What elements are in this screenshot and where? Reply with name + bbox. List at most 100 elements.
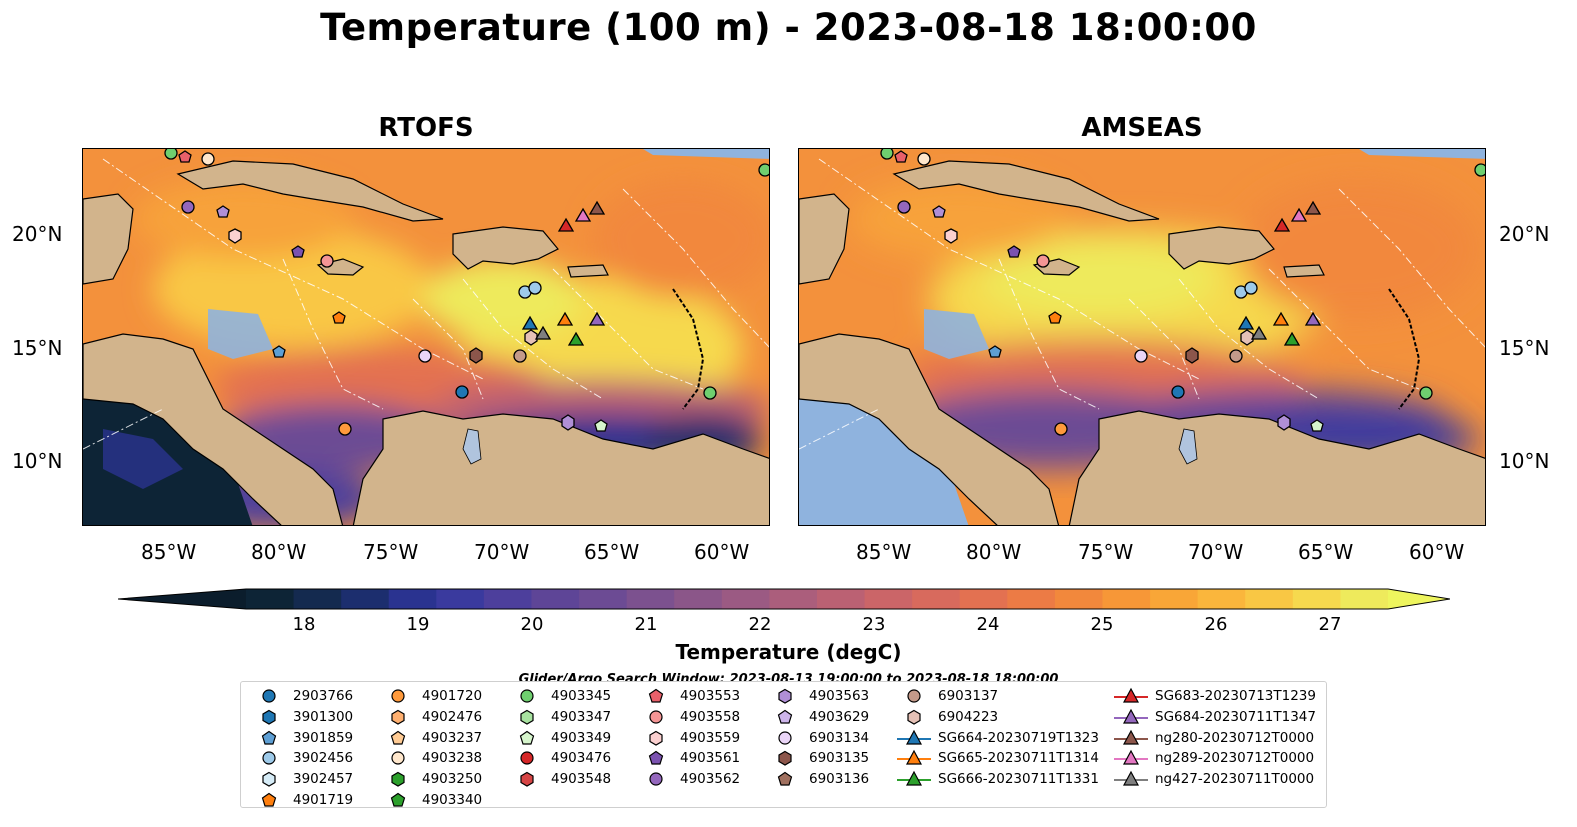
lat-label-right-20: 20°N [1499, 222, 1550, 246]
colorbar-segment [341, 589, 390, 609]
colorbar-segment [674, 589, 723, 609]
legend-item: 4903345 [509, 686, 611, 707]
legend-item: SG665-20230711T1314 [896, 748, 1099, 769]
hexagon-marker-icon [649, 730, 663, 746]
legend-item-label: SG666-20230711T1331 [938, 771, 1099, 788]
hexagon-marker-icon [778, 689, 792, 705]
legend-item: 4903347 [509, 707, 611, 728]
legend-item-label: SG665-20230711T1314 [938, 750, 1099, 767]
colorbar-segment [1102, 589, 1151, 609]
legend-item-label: 4901719 [293, 791, 354, 808]
lat-label-left-20: 20°N [12, 222, 63, 246]
lon-label-right-80: 80°W [966, 540, 1022, 564]
legend-item: 4903349 [509, 727, 611, 748]
pentagon-marker-icon [519, 730, 535, 745]
legend-column: 4903563 4903629 6903134 6903135 6903136 [767, 686, 869, 789]
colorbar-segment [388, 589, 437, 609]
lon-label-left-60: 60°W [694, 540, 750, 564]
pentagon-marker-icon [390, 730, 406, 745]
legend-item-label: 4903349 [551, 729, 612, 746]
legend-column: 4903345 4903347 4903349 4903476 4903548 [509, 686, 611, 789]
legend-item-label: 3902456 [293, 750, 354, 767]
legend-column: 4903553 4903558 4903559 4903561 4903562 [638, 686, 740, 789]
legend-item-label: 6903136 [809, 771, 870, 788]
legend-item-label: 4903345 [551, 688, 612, 705]
colorbar-segment [1340, 589, 1389, 609]
legend-item: 4903559 [638, 727, 740, 748]
legend-note: Glider/Argo Search Window: 2023-08-13 19… [518, 672, 1059, 683]
legend-item-label: 4903237 [422, 729, 483, 746]
legend-item: ng280-20230712T0000 [1113, 727, 1316, 748]
colorbar-segment [1054, 589, 1104, 609]
legend-item-label: 6904223 [938, 709, 999, 726]
colorbar-segment [293, 589, 342, 609]
legend-column: 6903137 6904223 SG664-20230719T1323 SG665-2… [896, 686, 1099, 789]
legend-item-label: SG684-20230711T1347 [1155, 709, 1316, 726]
circle-marker-icon [262, 689, 276, 703]
rtofs-map [82, 148, 770, 526]
legend-item-label: 4903347 [551, 709, 612, 726]
colorbar-segment [436, 589, 485, 609]
legend-column: SG683-20230713T1239 SG684-20230711T1347 ng… [1113, 686, 1316, 789]
colorbar-segment [579, 589, 628, 609]
colorbar-extend-low [118, 589, 246, 609]
legend-item-label: 4903250 [422, 771, 483, 788]
colorbar-tick-label: 22 [748, 614, 772, 635]
lon-label-right-60: 60°W [1409, 540, 1465, 564]
panel-title-amseas: AMSEAS [1081, 113, 1203, 143]
legend-item-label: 6903135 [809, 750, 870, 767]
legend-item-label: 4903559 [680, 729, 741, 746]
legend-item: 4903562 [638, 769, 740, 790]
pentagon-marker-icon [648, 689, 664, 703]
legend-item-label: 4901720 [422, 688, 483, 705]
colorbar-segment [531, 589, 580, 609]
legend-item: 4901720 [380, 686, 482, 707]
circle-marker-icon [649, 772, 663, 786]
hexagon-marker-icon [262, 709, 276, 725]
legend-item-label: 4903238 [422, 750, 483, 767]
lon-label-left-80: 80°W [251, 540, 307, 564]
legend-item: 4901719 [251, 789, 353, 810]
circle-marker-icon [778, 731, 792, 745]
colorbar-segment [1150, 589, 1199, 609]
legend-item-label: 4903558 [680, 709, 741, 726]
legend-item: 4903250 [380, 769, 482, 790]
colorbar-tick-label: 18 [292, 614, 316, 635]
legend-item-label: 3901300 [293, 709, 354, 726]
legend-item-label: ng427-20230711T0000 [1155, 771, 1315, 788]
legend-item-label: 4903548 [551, 771, 612, 788]
colorbar-segment [626, 589, 675, 609]
legend-item: 6903137 [896, 686, 1099, 707]
legend-item: 2903766 [251, 686, 353, 707]
colorbar-segment [864, 589, 913, 609]
colorbar-segment [817, 589, 866, 609]
legend-item: 3902457 [251, 769, 353, 790]
legend-item: 3902456 [251, 748, 353, 769]
colorbar-segment [1197, 589, 1246, 609]
legend: 2903766 3901300 3901859 3902456 3902457 49017… [240, 681, 1327, 808]
circle-marker-icon [520, 751, 534, 766]
colorbar-segment [1245, 589, 1294, 609]
lat-label-right-15: 15°N [1499, 336, 1550, 360]
legend-item: SG666-20230711T1331 [896, 769, 1099, 790]
colorbar-label: Temperature (degC) [675, 640, 902, 664]
pentagon-marker-icon [777, 771, 793, 786]
pentagon-marker-icon [261, 792, 277, 807]
colorbar-tick-label: 24 [976, 614, 1000, 635]
lon-label-right-75: 75°W [1078, 540, 1134, 564]
legend-item-label: 4903476 [551, 750, 612, 767]
lon-label-left-85: 85°W [141, 540, 197, 564]
legend-item-label: 6903134 [809, 729, 870, 746]
pentagon-marker-icon [648, 751, 664, 766]
circle-marker-icon [391, 689, 405, 703]
colorbar-segment [1292, 589, 1342, 609]
triangle-line-marker-icon [897, 770, 931, 786]
colorbar-segment [721, 589, 771, 609]
lon-label-left-65: 65°W [584, 540, 640, 564]
legend-item: 6903134 [767, 727, 869, 748]
lon-label-left-75: 75°W [363, 540, 419, 564]
legend-item-label: SG664-20230719T1323 [938, 729, 1099, 746]
colorbar-segment [246, 589, 295, 609]
colorbar-tick-label: 19 [406, 614, 430, 635]
legend-item-label: 3901859 [293, 729, 354, 746]
